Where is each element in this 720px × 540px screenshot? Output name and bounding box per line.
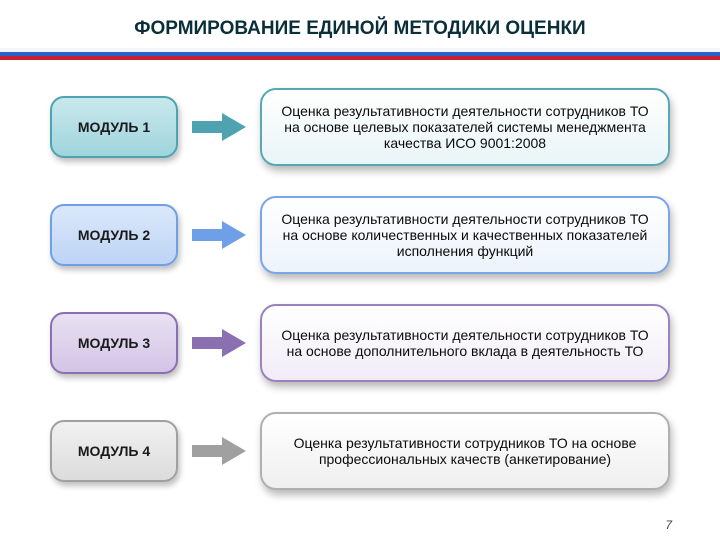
module-label-box: МОДУЛЬ 2 <box>50 204 178 266</box>
module-description: Оценка результативности сотрудников ТО н… <box>260 412 670 490</box>
module-rows: МОДУЛЬ 1 Оценка результативности деятельн… <box>0 88 720 490</box>
page-number: 7 <box>665 518 672 532</box>
arrow-right-icon <box>192 217 246 253</box>
module-row: МОДУЛЬ 1 Оценка результативности деятельн… <box>50 88 670 166</box>
arrow-right-icon <box>192 325 246 361</box>
module-label-box: МОДУЛЬ 3 <box>50 312 178 374</box>
title-area: ФОРМИРОВАНИЕ ЕДИНОЙ МЕТОДИКИ ОЦЕНКИ <box>0 0 720 48</box>
arrow-right-icon <box>192 433 246 469</box>
tricolor-divider <box>0 48 720 60</box>
stripe-red <box>0 56 720 60</box>
module-description: Оценка результативности деятельности сот… <box>260 304 670 382</box>
module-row: МОДУЛЬ 4 Оценка результативности сотрудни… <box>50 412 670 490</box>
module-description: Оценка результативности деятельности сот… <box>260 196 670 274</box>
module-row: МОДУЛЬ 3 Оценка результативности деятельн… <box>50 304 670 382</box>
module-label-box: МОДУЛЬ 4 <box>50 420 178 482</box>
page-title: ФОРМИРОВАНИЕ ЕДИНОЙ МЕТОДИКИ ОЦЕНКИ <box>0 18 720 40</box>
module-label-box: МОДУЛЬ 1 <box>50 96 178 158</box>
module-row: МОДУЛЬ 2 Оценка результативности деятельн… <box>50 196 670 274</box>
arrow-right-icon <box>192 109 246 145</box>
module-description: Оценка результативности деятельности сот… <box>260 88 670 166</box>
